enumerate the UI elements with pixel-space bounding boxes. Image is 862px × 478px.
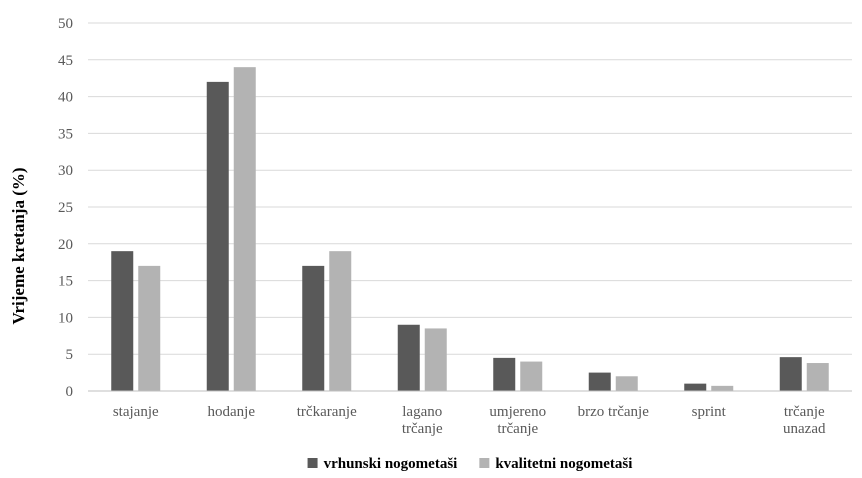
bar-kvalitetni — [615, 376, 638, 391]
y-tick-label: 0 — [66, 384, 74, 400]
x-tick-label-line: stajanje — [113, 404, 159, 420]
y-tick-label: 50 — [58, 16, 73, 32]
x-tick-label-line: umjereno — [489, 404, 546, 420]
x-tick-label-line: trčanje — [402, 421, 443, 437]
x-tick-label: umjereno trčanje — [489, 404, 546, 437]
x-tick-label-line: lagano — [402, 404, 442, 420]
x-tick-label-line: unazad — [783, 421, 826, 437]
x-tick-label: trčkaranje — [297, 404, 357, 420]
x-tick-label: stajanje — [113, 404, 159, 420]
x-tick-labels: stajanje hodanje trčkaranje lagano trčanjeum… — [113, 404, 826, 437]
bar-vrhunski — [493, 357, 516, 391]
x-tick-label: sprint — [692, 404, 727, 420]
bar-vrhunski — [111, 251, 134, 391]
y-tick-labels: 0 5 10 15 20 25 30 35 40 45 50 — [58, 16, 73, 400]
y-tick-label: 5 — [66, 347, 74, 363]
bar-vrhunski — [302, 265, 325, 391]
x-tick-label-line: brzo trčanje — [578, 404, 650, 420]
bar-kvalitetni — [806, 363, 829, 391]
bar-kvalitetni — [138, 265, 161, 391]
legend-swatch — [307, 458, 318, 468]
legend: vrhunski nogometaši kvalitetni nogometaši — [307, 456, 632, 472]
x-tick-label-line: trčanje — [784, 404, 825, 420]
bar-vrhunski — [206, 81, 229, 391]
x-tick-label-line: sprint — [692, 404, 727, 420]
y-tick-label: 10 — [58, 310, 73, 326]
y-tick-label: 15 — [58, 274, 73, 290]
x-tick-label-line: trčanje — [497, 421, 538, 437]
y-tick-label: 20 — [58, 237, 73, 253]
y-tick-label: 40 — [58, 90, 73, 106]
x-tick-label-line: trčkaranje — [297, 404, 357, 420]
gridlines — [88, 22, 852, 355]
bar-kvalitetni — [233, 67, 256, 391]
legend-item: kvalitetni nogometaši — [479, 456, 632, 472]
y-tick-label: 45 — [58, 53, 73, 69]
bar-kvalitetni — [711, 385, 734, 391]
x-tick-label: trčanje unazad — [783, 404, 826, 437]
legend-item: vrhunski nogometaši — [307, 456, 458, 472]
y-tick-label: 25 — [58, 200, 73, 216]
bar-vrhunski — [397, 324, 420, 391]
y-tick-label: 30 — [58, 163, 73, 179]
bar-kvalitetni — [424, 328, 447, 391]
legend-label: kvalitetni nogometaši — [495, 456, 632, 472]
y-axis-label: Vrijeme kretanja (%) — [9, 167, 28, 324]
bar-kvalitetni — [329, 251, 352, 391]
y-tick-label: 35 — [58, 126, 73, 142]
bar-vrhunski — [684, 383, 707, 391]
x-tick-label: brzo trčanje — [578, 404, 650, 420]
x-tick-label: hodanje — [208, 404, 256, 420]
bar-vrhunski — [779, 357, 802, 391]
bars — [111, 67, 829, 391]
x-tick-label: lagano trčanje — [402, 404, 443, 437]
x-tick-label-line: hodanje — [208, 404, 256, 420]
bar-kvalitetni — [520, 361, 543, 391]
legend-swatch — [479, 458, 490, 468]
legend-label: vrhunski nogometaši — [324, 456, 458, 472]
bar-vrhunski — [588, 372, 611, 391]
